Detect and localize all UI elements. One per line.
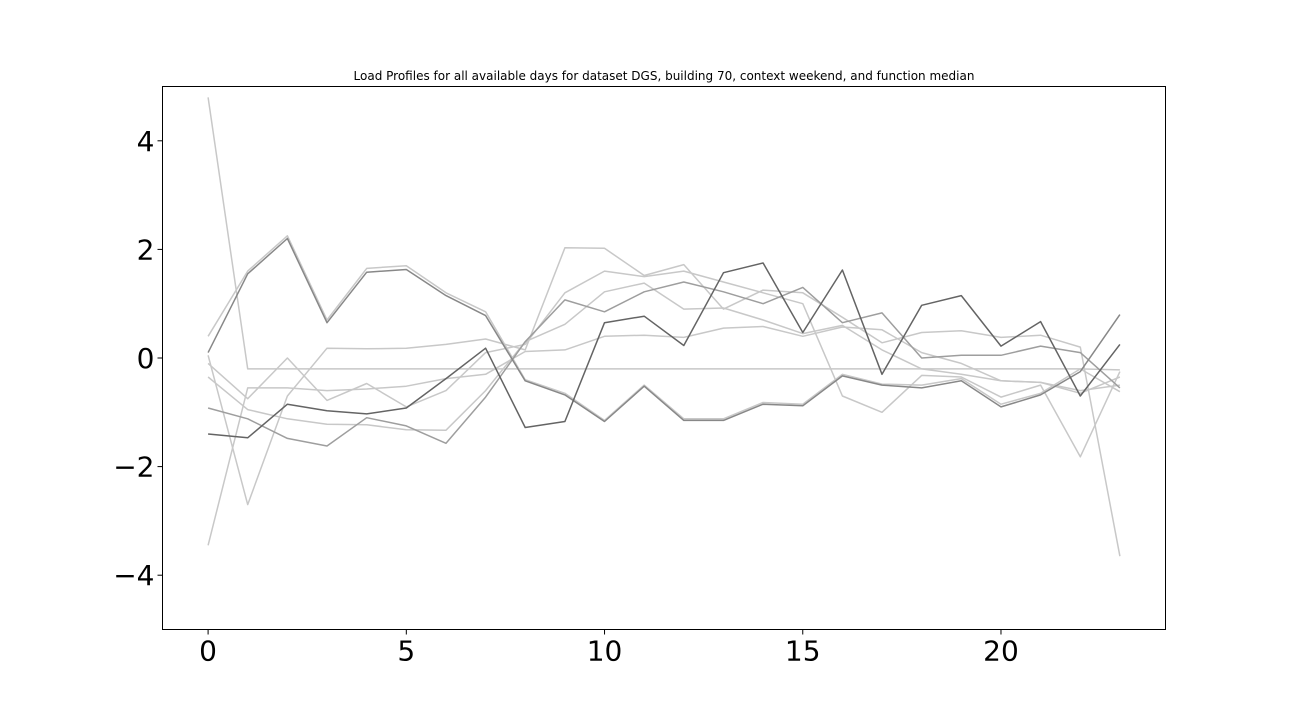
y-tick-label-1: −2 bbox=[113, 451, 154, 484]
series-line-3 bbox=[207, 235, 1121, 422]
series-line-2 bbox=[207, 325, 1121, 546]
chart-title: Load Profiles for all available days for… bbox=[354, 69, 975, 83]
plot-frame bbox=[162, 86, 1166, 630]
x-axis: 0 5 10 15 20 bbox=[199, 629, 1019, 668]
series-line-6 bbox=[207, 282, 1121, 431]
series-line-1 bbox=[207, 97, 1120, 371]
y-tick-label-2: 0 bbox=[137, 342, 155, 375]
y-tick-label-4: 4 bbox=[137, 125, 155, 158]
x-tick-label-15: 15 bbox=[785, 635, 821, 668]
series-line-9 bbox=[208, 262, 1121, 439]
x-tick-label-5: 5 bbox=[397, 635, 415, 668]
series-layer bbox=[207, 97, 1121, 557]
series-line-8 bbox=[207, 237, 1121, 423]
x-tick-label-0: 0 bbox=[199, 635, 217, 668]
series-line-5 bbox=[207, 270, 1121, 458]
series-line-7 bbox=[207, 281, 1121, 447]
y-axis: −4 −2 0 2 4 bbox=[113, 125, 163, 592]
x-tick-label-20: 20 bbox=[983, 635, 1019, 668]
y-tick-label-0: −4 bbox=[113, 559, 154, 592]
y-tick-label-3: 2 bbox=[137, 233, 155, 266]
x-tick-label-10: 10 bbox=[587, 635, 623, 668]
series-line-4 bbox=[207, 247, 1121, 557]
